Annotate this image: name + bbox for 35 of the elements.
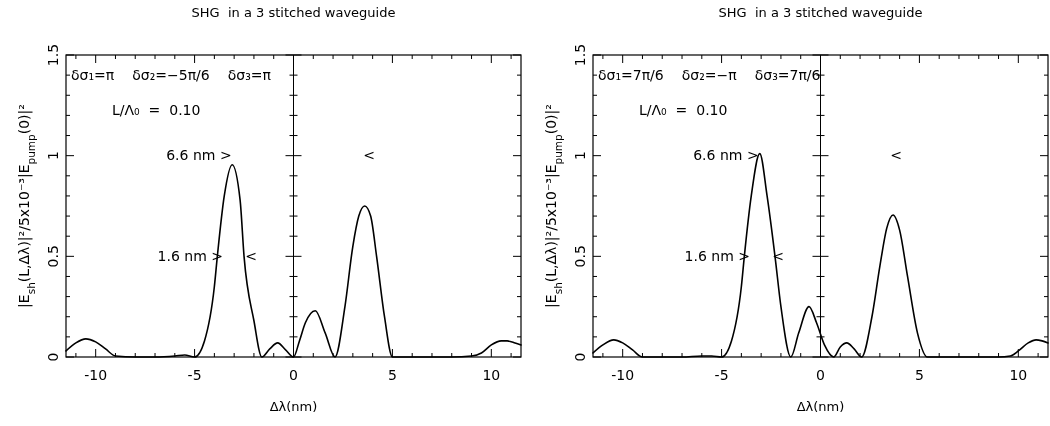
x-axis-title: Δλ(nm) xyxy=(796,399,845,414)
annotation: δσ₁=7π/6 xyxy=(598,67,664,83)
x-tick-label: -10 xyxy=(611,367,635,383)
y-tick-label: 1 xyxy=(572,151,588,161)
x-tick-label: 0 xyxy=(816,367,825,383)
annotation: δσ₂=−5π/6 xyxy=(132,67,210,83)
annotation: < xyxy=(890,147,902,164)
x-tick-label: 5 xyxy=(387,367,397,383)
x-tick-label: -10 xyxy=(84,367,108,383)
annotation: L/Λ₀ = 0.10 xyxy=(639,102,728,118)
x-axis-title: Δλ(nm) xyxy=(269,399,318,414)
chart-title: SHG in a 3 stitched waveguide xyxy=(191,5,396,20)
y-tick-label: 0.5 xyxy=(572,245,588,268)
y-tick-label: 1 xyxy=(45,151,61,161)
y-tick-label: 0 xyxy=(572,352,588,362)
y-tick-label: 0.5 xyxy=(45,245,61,268)
annotation: L/Λ₀ = 0.10 xyxy=(112,102,201,118)
annotation: δσ₂=−π xyxy=(681,67,738,83)
y-tick-label: 0 xyxy=(45,352,61,362)
x-tick-label: -5 xyxy=(187,367,202,383)
x-tick-label: 10 xyxy=(1009,367,1028,383)
y-tick-label: 1.5 xyxy=(572,43,588,67)
chart-title: SHG in a 3 stitched waveguide xyxy=(718,5,923,20)
x-tick-label: -5 xyxy=(714,367,729,383)
y-tick-label: 1.5 xyxy=(45,43,61,67)
x-tick-label: 0 xyxy=(289,367,298,383)
annotation: < xyxy=(363,147,375,164)
annotation: δσ₃=π xyxy=(227,67,272,83)
x-tick-label: 5 xyxy=(914,367,924,383)
annotation: < xyxy=(245,248,258,265)
annotation: 6.6 nm > xyxy=(693,147,759,164)
annotation: δσ₃=7π/6 xyxy=(754,67,821,83)
annotation: δσ₁=π xyxy=(71,67,115,83)
x-tick-label: 10 xyxy=(482,367,501,383)
annotation: 6.6 nm > xyxy=(166,147,232,164)
